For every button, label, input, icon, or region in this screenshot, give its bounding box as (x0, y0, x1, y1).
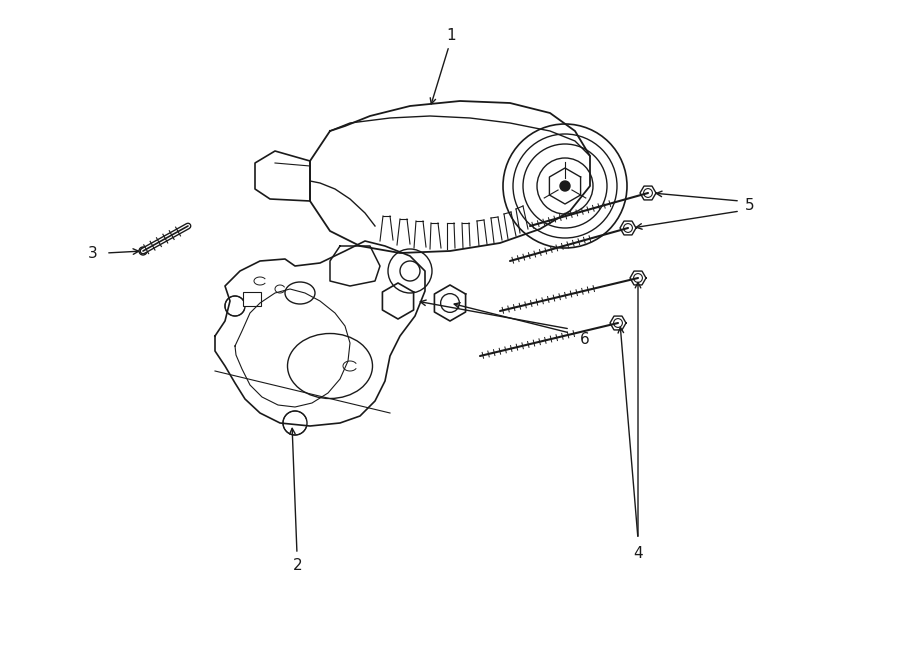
Polygon shape (215, 241, 425, 426)
Text: 6: 6 (580, 332, 590, 346)
Circle shape (389, 292, 408, 311)
Text: 4: 4 (634, 545, 643, 561)
Polygon shape (310, 101, 590, 253)
Polygon shape (435, 285, 465, 321)
Circle shape (139, 247, 147, 255)
Polygon shape (640, 186, 656, 200)
Polygon shape (620, 221, 636, 235)
Ellipse shape (287, 334, 373, 399)
Polygon shape (255, 151, 310, 201)
Circle shape (400, 261, 420, 281)
Circle shape (513, 134, 617, 238)
Circle shape (225, 296, 245, 316)
Circle shape (624, 223, 633, 233)
Bar (243, 292, 261, 306)
Circle shape (441, 293, 459, 313)
Ellipse shape (285, 282, 315, 304)
Text: 3: 3 (88, 245, 98, 260)
Text: 5: 5 (745, 198, 755, 214)
Circle shape (283, 411, 307, 435)
Circle shape (537, 158, 593, 214)
Polygon shape (382, 283, 414, 319)
Polygon shape (630, 271, 646, 285)
Circle shape (388, 249, 432, 293)
Polygon shape (549, 168, 580, 204)
Text: 2: 2 (293, 559, 302, 574)
Circle shape (634, 274, 643, 282)
Text: 1: 1 (446, 28, 455, 44)
Circle shape (523, 144, 607, 228)
Circle shape (614, 319, 623, 327)
Circle shape (644, 188, 652, 198)
Polygon shape (610, 316, 626, 330)
Circle shape (503, 124, 627, 248)
Circle shape (560, 181, 570, 191)
Polygon shape (330, 246, 380, 286)
